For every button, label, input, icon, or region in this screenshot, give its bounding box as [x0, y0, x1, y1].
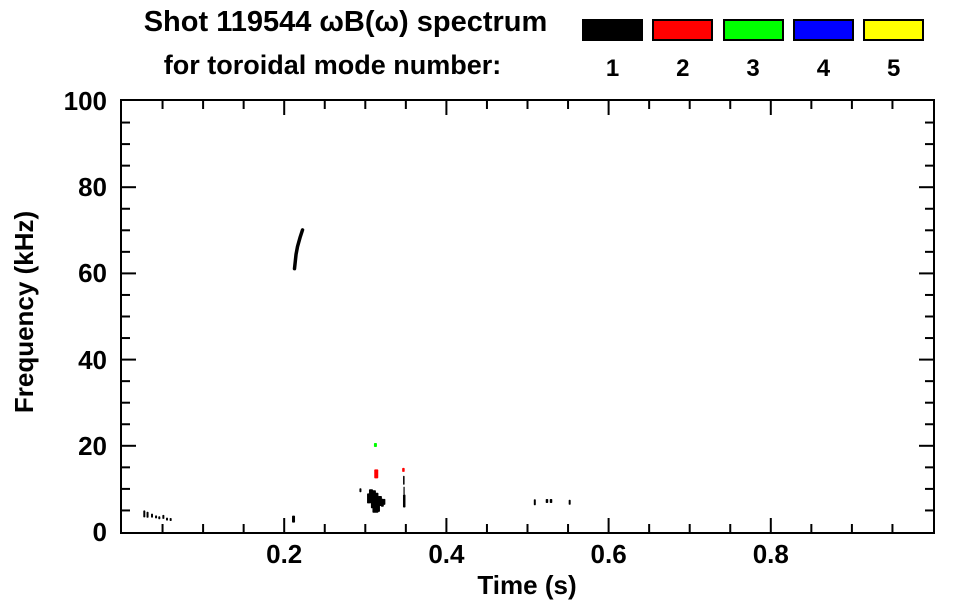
y-tick-label: 0 — [92, 517, 107, 547]
legend-mode-number: 4 — [816, 55, 831, 82]
y-tick-label: 100 — [63, 86, 107, 116]
data-mark-n1 — [402, 494, 406, 508]
y-tick-label: 20 — [78, 430, 107, 461]
data-mark-n1 — [359, 488, 362, 493]
data-mark-n1 — [403, 475, 405, 485]
legend-mode-number: 1 — [605, 55, 620, 82]
y-tick-label: 60 — [78, 258, 107, 289]
data-mark-n1 — [166, 517, 169, 521]
y-axis-title: Frequency (kHz) — [9, 210, 39, 414]
x-tick-label: 0.2 — [266, 539, 303, 569]
data-mark-n1 — [151, 513, 154, 518]
chart-subtitle: for toroidal mode number: — [163, 50, 502, 80]
data-mark-n2 — [374, 469, 379, 479]
data-mark-n1 — [403, 486, 405, 495]
data-mark-n1 — [545, 498, 549, 503]
x-tick-label: 0.4 — [428, 539, 465, 569]
data-mark-n2 — [402, 467, 405, 472]
data-mark-n3 — [373, 442, 377, 447]
y-tick-label: 40 — [78, 344, 107, 375]
chart-title: Shot 119544 ωB(ω) spectrum — [143, 6, 548, 38]
data-mark-n1 — [383, 498, 386, 505]
legend-mode-number: 5 — [887, 55, 901, 82]
data-mark-n1 — [146, 511, 149, 518]
data-mark-n1 — [292, 515, 296, 523]
legend-swatch-n4 — [792, 19, 854, 41]
data-mark-n1 — [155, 515, 158, 519]
data-mark-n1 — [143, 510, 146, 518]
legend-mode-number: 2 — [676, 55, 690, 82]
legend-mode-number: 3 — [746, 55, 760, 82]
x-tick-label: 0.8 — [752, 539, 789, 569]
legend-swatch-n5 — [863, 19, 925, 41]
x-axis-title: Time (s) — [477, 570, 577, 600]
data-mark-n1 — [380, 498, 384, 507]
plot-area — [120, 99, 935, 534]
legend-swatch-n1 — [582, 19, 643, 41]
data-mark-n1 — [158, 516, 161, 520]
data-streak-n1 — [292, 228, 305, 271]
data-mark-n1 — [533, 499, 536, 506]
data-mark-n1 — [162, 514, 165, 519]
legend-swatch-n3 — [722, 19, 784, 41]
data-mark-n1 — [568, 499, 571, 505]
data-mark-n1 — [549, 498, 553, 503]
legend-swatch-n2 — [652, 19, 714, 41]
data-mark-n1 — [169, 518, 172, 522]
x-tick-label: 0.6 — [590, 539, 627, 569]
y-tick-label: 80 — [78, 172, 107, 203]
plot-svg — [122, 101, 933, 532]
